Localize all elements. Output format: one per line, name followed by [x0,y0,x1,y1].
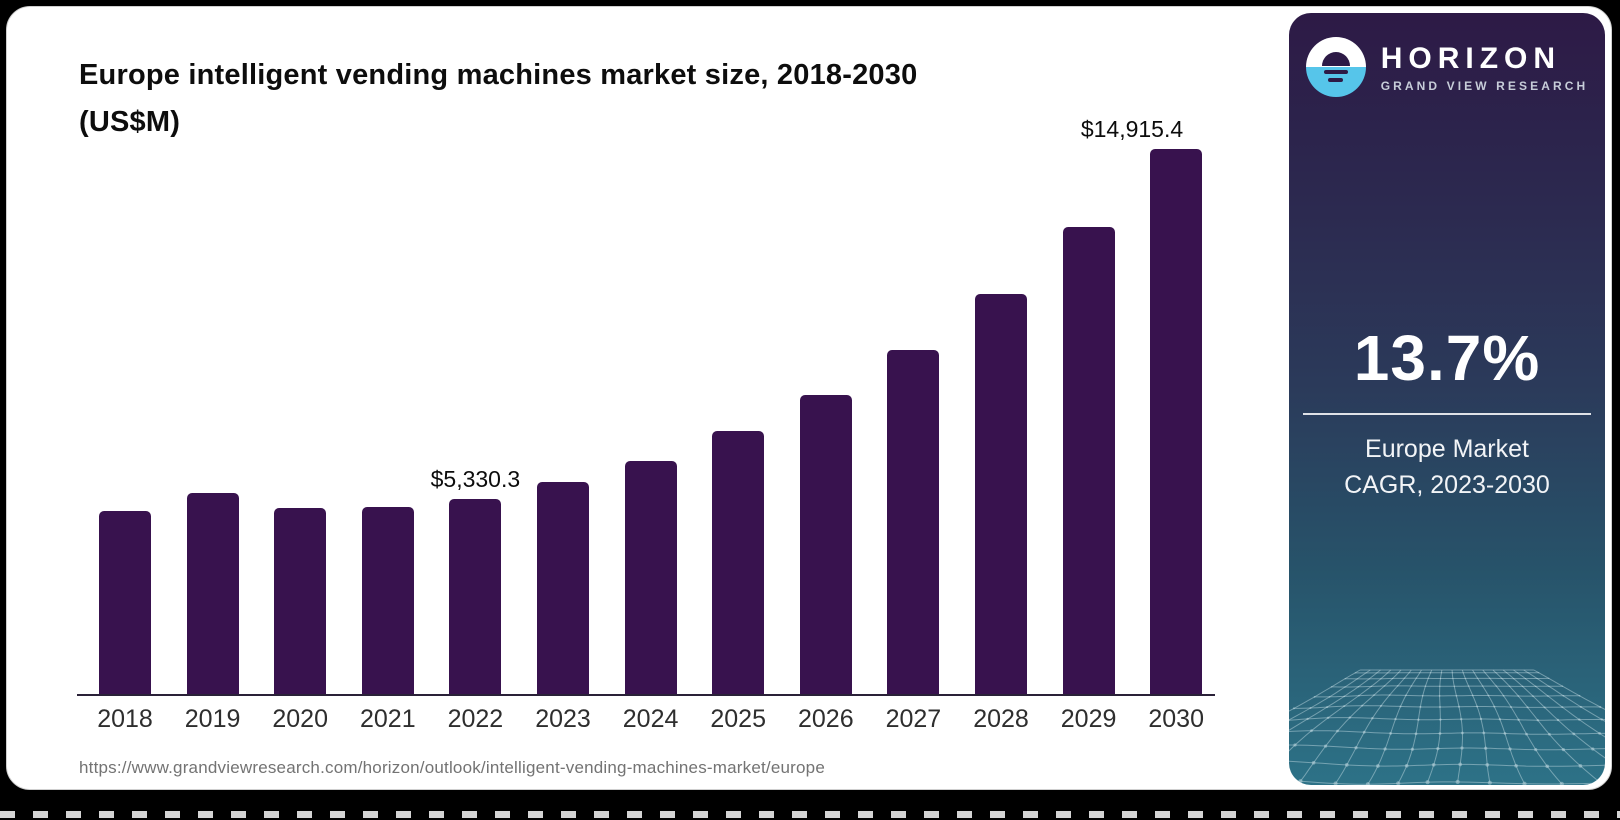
x-tick-2030: 2030 [1148,705,1204,733]
x-tick-2020: 2020 [272,705,328,733]
bar-2018 [99,511,151,694]
x-tick-2026: 2026 [797,705,854,733]
source-url: https://www.grandviewresearch.com/horizo… [79,758,825,777]
x-tick-2024: 2024 [622,705,679,733]
logo-line-icon [1323,70,1348,74]
bar-2026 [799,395,852,694]
x-axis-line [77,694,1215,696]
x-tick-2019: 2019 [184,705,241,733]
bar-plot: $5,330.3 $14,915.4 2018 2019 2020 2021 2022 20… [7,7,1293,791]
bar-2022 [449,499,502,694]
bar-2023 [537,482,589,694]
bar-2019 [186,493,239,694]
chart-title-line2: (US$M) [79,105,181,138]
x-tick-2021: 2021 [359,705,416,733]
horizon-logo-icon [1305,37,1366,97]
logo-line-icon [1328,78,1344,82]
logo-text-block: HORIZON GRAND VIEW RESEARCH [1381,42,1589,93]
bottom-film-strip [0,811,1620,818]
chart-title-line1: Europe intelligent vending machines mark… [79,59,918,92]
bar-2020 [274,508,327,694]
cagr-label-line2: CAGR, 2023-2030 [1344,471,1550,500]
bar-2024 [624,461,677,694]
chart-title: Europe intelligent vending machines mark… [79,52,1179,145]
cagr-label-line1: Europe Market [1365,435,1529,463]
x-tick-2023: 2023 [535,705,591,733]
logo-sun-icon [1321,52,1350,66]
x-tick-2027: 2027 [885,705,942,733]
report-card: Europe intelligent vending machines mark… [6,6,1612,790]
x-tick-2025: 2025 [710,705,766,733]
logo-subtitle: GRAND VIEW RESEARCH [1380,78,1589,93]
bar-2027 [887,350,940,694]
stat-divider [1303,413,1591,415]
x-tick-2028: 2028 [973,705,1029,733]
data-label-2030: $14,915.4 [1080,116,1184,142]
x-tick-2029: 2029 [1060,705,1117,733]
brand-panel: HORIZON GRAND VIEW RESEARCH 13.7% Europe… [1289,13,1605,785]
cagr-value: 13.7% [1353,322,1541,394]
cagr-label: Europe Market CAGR, 2023-2030 [1289,431,1605,504]
bar-2021 [361,507,414,694]
bar-2028 [975,294,1027,694]
x-tick-2018: 2018 [97,705,153,733]
bar-2030 [1150,149,1203,694]
bar-2029 [1062,227,1115,694]
logo-wordmark: HORIZON [1380,41,1562,75]
bar-2025 [712,431,765,694]
x-tick-2022: 2022 [447,705,504,733]
logo: HORIZON GRAND VIEW RESEARCH [1289,37,1605,97]
data-label-2022: $5,330.3 [430,466,521,492]
cagr-stat: 13.7% Europe Market CAGR, 2023-2030 [1289,321,1605,504]
wireframe-mesh-graphic [1289,669,1605,785]
